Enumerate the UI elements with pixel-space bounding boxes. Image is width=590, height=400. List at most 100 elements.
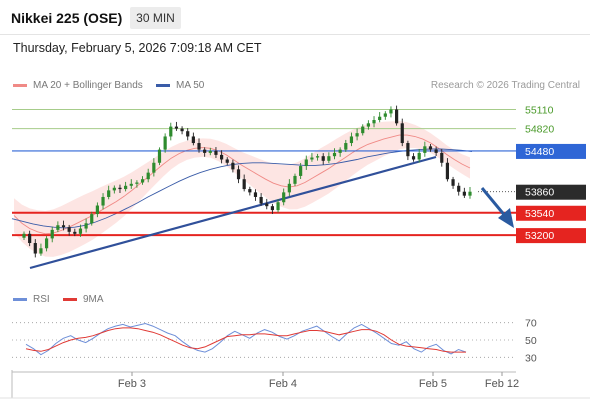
last-price-box xyxy=(516,184,586,200)
rsi-swatch xyxy=(13,298,27,301)
legend-rsi-ma: 9MA xyxy=(63,294,104,305)
candle-body xyxy=(451,179,455,186)
candle-body xyxy=(61,225,66,228)
candle-body xyxy=(197,143,201,150)
candle-body xyxy=(265,203,269,207)
candle-body xyxy=(299,166,303,176)
candle-body xyxy=(468,191,472,196)
candle-body xyxy=(282,192,286,203)
candle-body xyxy=(276,202,280,211)
candle-body xyxy=(112,187,116,191)
candle-body xyxy=(140,179,145,183)
ma20-line xyxy=(13,134,471,235)
trendline xyxy=(29,155,437,270)
candle-body xyxy=(28,233,32,244)
x-tick-label-1: Feb 4 xyxy=(269,378,297,390)
legend-ma50: MA 50 xyxy=(156,80,204,91)
candle-body xyxy=(67,227,71,232)
candle-body xyxy=(225,159,229,163)
candle-body xyxy=(180,128,184,132)
candle-body xyxy=(90,214,94,224)
chart-datetime: Thursday, February 5, 2026 7:09:18 AM CE… xyxy=(13,41,262,55)
candle-body xyxy=(56,225,60,230)
last-price-label: 53860 xyxy=(525,187,554,199)
support-label-5: 53200 xyxy=(525,230,554,242)
candle-body xyxy=(361,126,365,134)
candle-body xyxy=(315,156,320,158)
ma50-line xyxy=(11,148,473,229)
candle-body xyxy=(406,143,410,157)
bollinger-band-fill xyxy=(14,120,470,257)
candle-body xyxy=(327,156,331,161)
candle-body xyxy=(135,182,139,184)
legend-rsi: RSI xyxy=(13,294,50,305)
candle-body xyxy=(101,196,105,206)
candle-body xyxy=(428,146,433,150)
pivot-label: 54480 xyxy=(525,146,554,158)
candle-body xyxy=(242,179,246,190)
candle-body xyxy=(457,185,461,192)
candle-body xyxy=(22,233,26,238)
candle-body xyxy=(310,157,314,160)
source-credit: Research © 2026 Trading Central xyxy=(430,80,580,91)
candle-body xyxy=(118,187,122,190)
candle-body xyxy=(78,228,83,234)
candle-body xyxy=(389,109,393,114)
rsi-ma-line xyxy=(25,327,466,353)
x-tick-label-3: Feb 12 xyxy=(485,378,519,390)
candle-body xyxy=(152,162,156,173)
candle-body xyxy=(186,131,190,137)
forecast-arrow-head xyxy=(498,208,514,228)
rsi-tick-label-2: 30 xyxy=(525,352,537,364)
candle-body xyxy=(214,150,218,155)
bollinger-swatch xyxy=(13,84,27,87)
candle-body xyxy=(248,189,252,193)
candle-body xyxy=(174,126,179,129)
legend-bollinger: MA 20 + Bollinger Bands xyxy=(13,80,143,91)
legend-bollinger-label: MA 20 + Bollinger Bands xyxy=(33,80,143,91)
candle-body xyxy=(372,120,376,124)
resistance-label-1: 54820 xyxy=(525,124,554,136)
candle-body xyxy=(270,206,275,211)
candle-body xyxy=(33,243,37,254)
candle-body xyxy=(124,185,128,190)
pivot-label-box xyxy=(516,143,586,159)
candle-body xyxy=(304,159,308,167)
candle-body xyxy=(163,136,167,150)
candle-body xyxy=(146,172,150,180)
candle-body xyxy=(169,126,173,137)
candle-body xyxy=(395,109,399,124)
candle-body xyxy=(84,223,88,229)
candle-body xyxy=(191,136,195,144)
candle-body xyxy=(338,149,342,153)
candle-body xyxy=(39,248,43,254)
candle-body xyxy=(219,154,224,160)
candle-body xyxy=(378,116,382,121)
candle-body xyxy=(344,143,348,150)
legend-rsi-label: RSI xyxy=(33,294,50,305)
candle-body xyxy=(129,183,133,186)
forecast-arrow-shaft xyxy=(480,187,508,218)
candle-body xyxy=(349,136,354,144)
candle-body xyxy=(203,149,207,153)
legend-rsi-ma-label: 9MA xyxy=(83,294,104,305)
candle-body xyxy=(411,156,416,160)
candle-body xyxy=(434,149,438,153)
support-label-box-4 xyxy=(516,205,586,221)
resistance-label-0: 55110 xyxy=(525,104,554,116)
candle-body xyxy=(253,192,258,197)
candle-body xyxy=(259,196,263,204)
candle-body xyxy=(366,123,370,127)
support-label-4: 53540 xyxy=(525,208,554,220)
candle-body xyxy=(208,150,212,153)
candle-body xyxy=(423,146,427,153)
rsi-ma-swatch xyxy=(63,298,77,301)
timeframe-button[interactable]: 30 MIN xyxy=(130,7,181,29)
candle-body xyxy=(293,175,297,184)
legend-ma50-label: MA 50 xyxy=(176,80,205,91)
candle-body xyxy=(383,113,387,117)
candle-body xyxy=(332,152,337,157)
instrument-title: Nikkei 225 (OSE) xyxy=(11,10,123,26)
candle-body xyxy=(321,156,325,161)
ma50-swatch xyxy=(156,84,170,87)
